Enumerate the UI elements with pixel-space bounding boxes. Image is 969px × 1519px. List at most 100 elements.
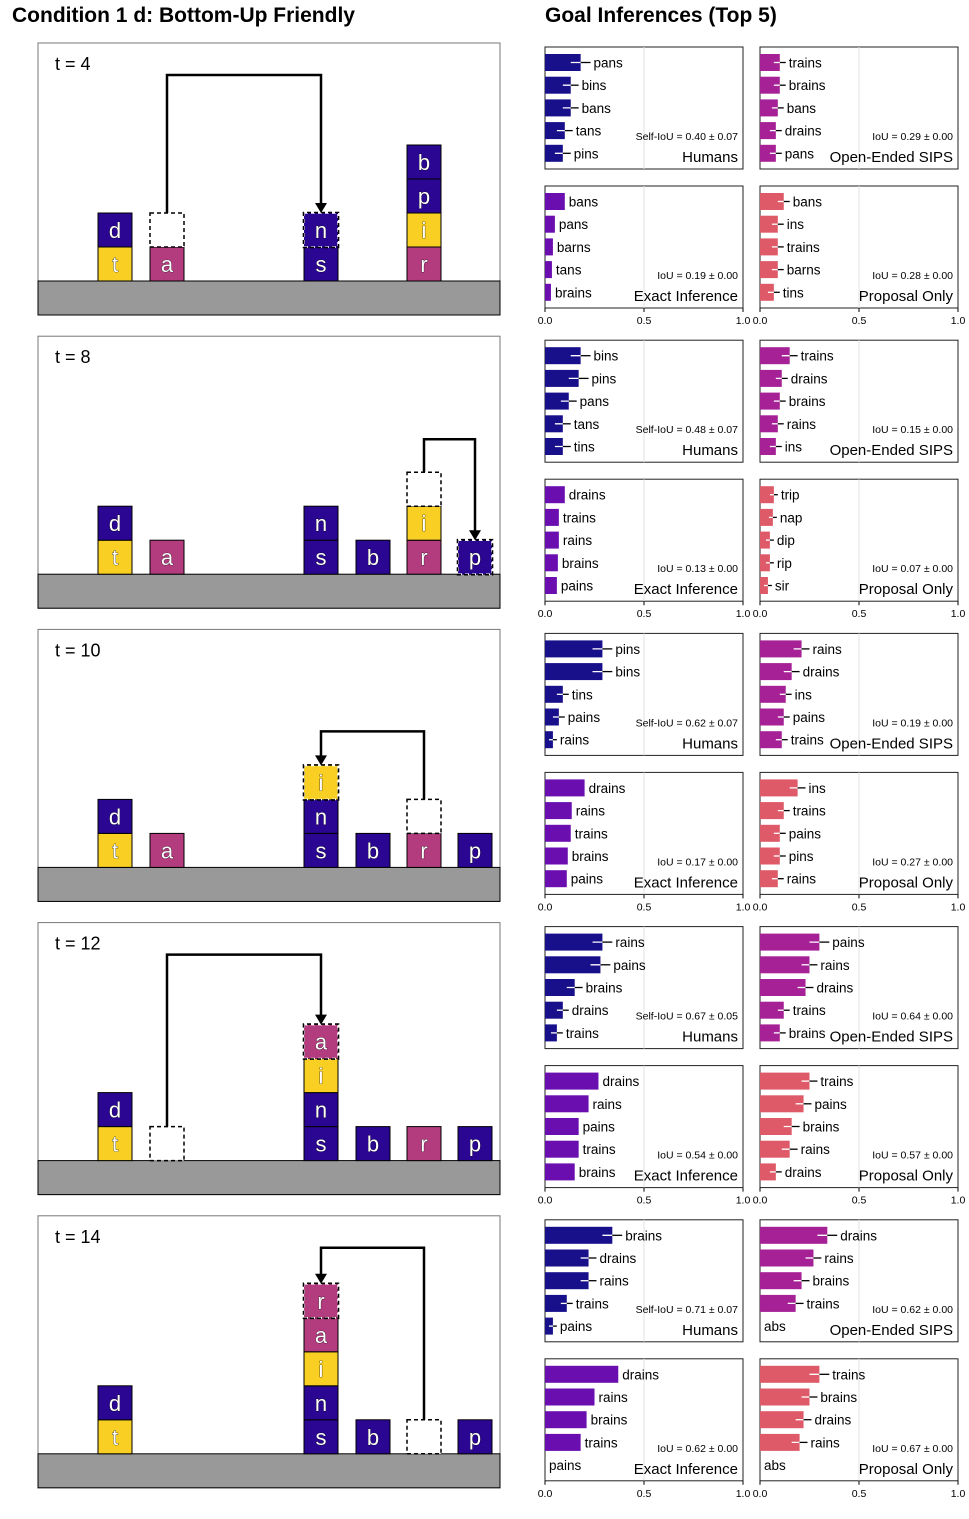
block-letter: a (161, 545, 174, 570)
inference-chart: trains drains brains rains ins IoU = 0.15 ± 0… (759, 339, 959, 463)
panel-name: Humans (682, 1322, 738, 1339)
bar (545, 438, 563, 455)
inference-chart: trains pains brains rains drains IoU = 0.57 ±… (753, 1065, 965, 1207)
empty-slot-dashed (406, 798, 442, 835)
inference-chart: trip nap dip rip sir IoU = 0.07 ± 0.00 Proposa… (753, 478, 965, 620)
bar (760, 554, 770, 572)
bar-label: bins (594, 349, 619, 364)
bar-label: rains (576, 804, 606, 819)
iou-metric: IoU = 0.07 ± 0.00 (872, 563, 953, 575)
bar (760, 1163, 776, 1181)
bar (760, 215, 778, 233)
bar (760, 1411, 804, 1429)
bar-label: trains (791, 733, 824, 748)
panel-name: Proposal Only (859, 1461, 954, 1478)
bar-label: trains (787, 240, 820, 255)
panel-name: Exact Inference (634, 1461, 738, 1478)
bar-label: rains (560, 733, 590, 748)
block-letter: n (315, 218, 327, 243)
bar (760, 956, 810, 974)
bar (760, 1272, 802, 1290)
block-t (97, 1419, 133, 1455)
bar-label: drains (803, 665, 840, 680)
block-a (149, 832, 185, 868)
x-tick-label: 0.5 (637, 608, 652, 620)
bar-label: bins (615, 665, 640, 680)
x-tick-label: 0.0 (753, 1488, 768, 1500)
bar-label: bans (793, 195, 823, 210)
move-arrowhead (315, 1273, 327, 1284)
scene-panel: t = 8 td a sn b ri p (37, 335, 501, 609)
block-t (97, 1126, 133, 1162)
bar-label: drains (785, 1165, 822, 1180)
bar (545, 1001, 563, 1019)
bar (545, 685, 563, 703)
bar-label: brains (625, 1228, 662, 1243)
x-tick-label: 0.0 (538, 1488, 553, 1500)
bar (545, 1095, 589, 1113)
bar-label: pans (559, 217, 589, 232)
bar (545, 76, 571, 94)
bar-label: drains (622, 1367, 659, 1382)
block-r (406, 246, 442, 282)
block-n (303, 1385, 339, 1421)
bar (545, 369, 579, 387)
panel-name: Open-Ended SIPS (830, 149, 953, 166)
bar-label: brains (789, 78, 826, 93)
x-tick-label: 0.0 (753, 608, 768, 620)
panel-name: Humans (682, 735, 738, 752)
panel-name: Humans (682, 149, 738, 166)
block-letter: r (420, 545, 427, 570)
bar-label: bans (582, 101, 612, 116)
bar-label: rains (563, 533, 593, 548)
bar-label: drains (785, 124, 822, 139)
bar (760, 847, 780, 865)
bar-label: tins (572, 687, 593, 702)
block-letter: i (422, 511, 427, 536)
bar (760, 663, 792, 681)
move-arrowhead (469, 530, 481, 541)
bar (545, 1249, 589, 1267)
bar (545, 531, 559, 549)
move-arrowhead (315, 755, 327, 766)
x-tick-label: 0.5 (852, 1195, 867, 1207)
block-n (303, 505, 339, 541)
bar (545, 283, 551, 301)
block-s (303, 832, 339, 868)
bar (545, 1163, 575, 1181)
block-s (303, 1126, 339, 1162)
bar-label: rains (824, 1251, 854, 1266)
bar-label: ins (785, 440, 803, 455)
bar (545, 415, 563, 433)
bar (545, 144, 563, 162)
bar-label: abs (764, 1458, 786, 1473)
bar (760, 1294, 796, 1312)
empty-slot-dashed (406, 1419, 442, 1455)
inference-chart: drains rains brains trains abs IoU = 0.62 ± 0… (759, 1219, 959, 1343)
x-tick-label: 1.0 (951, 315, 966, 327)
bar (545, 347, 581, 365)
block-d (97, 1092, 133, 1128)
x-tick-label: 0.5 (637, 1488, 652, 1500)
bar (545, 54, 581, 71)
x-tick-label: 1.0 (951, 901, 966, 913)
block-letter: p (469, 838, 481, 863)
bar-label: barns (787, 263, 821, 278)
block-letter: a (161, 252, 174, 277)
bar (760, 508, 773, 526)
block-letter: d (109, 1391, 121, 1416)
block-letter: d (109, 1098, 121, 1123)
bar-label: pains (560, 1319, 593, 1334)
iou-metric: IoU = 0.57 ± 0.00 (872, 1150, 953, 1162)
bar-label: pains (568, 710, 601, 725)
x-tick-label: 0.5 (852, 608, 867, 620)
inference-chart: trains brains drains rains abs IoU = 0.67 ± 0… (753, 1358, 965, 1500)
bar-label: pans (594, 56, 624, 71)
inference-chart: ins trains pains pins rains IoU = 0.27 ± 0.00… (753, 771, 966, 913)
move-arrow (165, 953, 323, 1127)
block-letter: s (316, 545, 327, 570)
bar-label: drains (599, 1251, 636, 1266)
block-b (355, 832, 391, 868)
iou-metric: IoU = 0.15 ± 0.00 (872, 424, 953, 436)
